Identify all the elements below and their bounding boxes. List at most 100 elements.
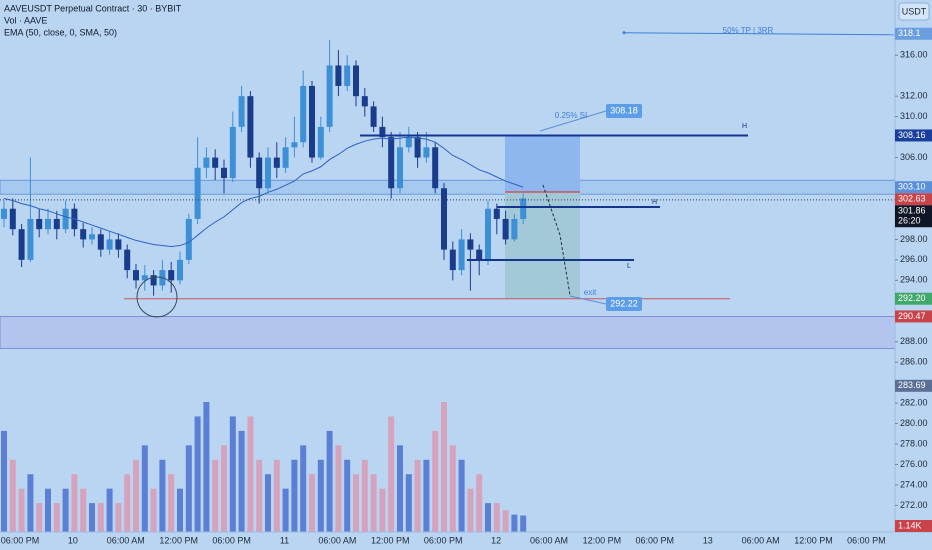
volume-label-bg [895, 520, 932, 532]
volume-bar [256, 459, 263, 532]
price-label-bg [895, 310, 932, 323]
x-tick-label: 13 [703, 535, 713, 545]
currency-button[interactable] [898, 2, 930, 21]
volume-bar [511, 514, 518, 532]
volume-bar [344, 459, 351, 532]
price-label-bg [895, 193, 932, 206]
candle-body [124, 249, 131, 271]
x-tick-label: 06:00 AM [742, 535, 780, 545]
candle-body [476, 249, 483, 260]
volume-bar [317, 459, 324, 532]
y-tick-label: 276.00 [900, 459, 928, 469]
candle-body [45, 218, 51, 230]
h-label: H [652, 199, 657, 206]
tp-anchor [622, 31, 626, 35]
volume-bar [291, 459, 298, 532]
volume-bar [361, 459, 368, 532]
volume-bar [441, 402, 447, 532]
volume-bar [370, 474, 377, 532]
volume-bar [353, 474, 359, 532]
volume-bar [71, 474, 78, 532]
candle-body [36, 218, 43, 230]
candle-body [397, 147, 403, 189]
volume-bar [89, 503, 95, 532]
volume-bar [177, 488, 183, 532]
candle-body [317, 126, 324, 158]
candle-body [141, 275, 148, 281]
price-label: 302.63 [898, 194, 926, 204]
candle-body [150, 275, 157, 286]
exit-pointer [569, 295, 607, 305]
volume-bar [115, 503, 122, 532]
volume-bar [80, 488, 87, 532]
price-label: 292.20 [898, 293, 926, 303]
volume-bar [62, 488, 69, 532]
tp-label: 50% TP | 3RR [723, 26, 774, 35]
volume-bar [397, 445, 403, 532]
l-label: L [627, 263, 631, 270]
candle-body [177, 259, 183, 281]
volume-bar [133, 459, 139, 532]
volume-bar [273, 459, 280, 532]
x-tick-label: 06:00 PM [1, 535, 40, 545]
chart-title: AAVEUSDT Perpetual Contract · 30 · BYBIT [4, 3, 182, 13]
volume-bar [1, 430, 7, 532]
volume-bar [247, 416, 254, 532]
candle-body [18, 229, 25, 260]
y-tick-label: 294.00 [900, 275, 928, 285]
candle-body [458, 239, 465, 271]
y-tick-label: 312.00 [900, 91, 928, 101]
candle-body [441, 188, 447, 250]
exit-price-label: 292.22 [610, 298, 638, 308]
y-tick-label: 288.00 [900, 336, 928, 346]
volume-bar [423, 459, 430, 532]
sl-label: 0.25% SI [555, 111, 587, 120]
candle-body [221, 167, 227, 179]
exit-label: exit [584, 288, 597, 297]
price-label-bg [895, 379, 932, 392]
y-tick-label: 310.00 [900, 111, 928, 121]
candle-body [335, 65, 342, 86]
x-tick-label: 06:00 PM [212, 535, 251, 545]
x-tick-label: 12:00 PM [794, 535, 833, 545]
volume-bar [520, 515, 527, 532]
resistance-zone [0, 179, 896, 195]
target-label: 308.18 [610, 105, 638, 115]
candle-body [361, 96, 368, 107]
target-area [505, 135, 580, 193]
indicator-legend: EMA (50, close, 0, SMA, 50) [4, 27, 117, 37]
volume-label: 1.14K [898, 520, 922, 530]
volume-bar [106, 488, 113, 532]
volume-bar [229, 416, 236, 532]
low-circle [136, 276, 178, 318]
volume-bar [388, 416, 395, 532]
y-tick-label: 278.00 [900, 438, 928, 448]
volume-bar [458, 459, 465, 532]
candle-body [467, 239, 474, 250]
candle-body [1, 208, 7, 219]
volume-bar [124, 474, 131, 532]
volume-bar [502, 510, 509, 532]
candle-body [309, 85, 315, 158]
drawings: 50% TP | 3RR 0.25% SI 308.18 292.22 exit H H L [0, 26, 896, 318]
candle-body [449, 249, 456, 271]
price-label-bg [895, 27, 932, 40]
volume-bar [335, 445, 342, 532]
candle-body [414, 137, 421, 158]
candle-body [247, 96, 254, 158]
price-label-bg [895, 205, 932, 228]
x-tick-label: 11 [280, 535, 289, 545]
volume-bar [414, 459, 421, 532]
volume-bar [185, 445, 192, 532]
volume-bar [449, 445, 456, 532]
volume-legend: Vol · AAVE [4, 15, 47, 25]
price-label: 308.16 [898, 130, 926, 140]
volume-bar [282, 488, 289, 532]
candle-body [212, 157, 219, 168]
candle-body [27, 218, 34, 260]
candle-body [511, 218, 518, 240]
price-label: 301.86 [898, 206, 926, 216]
target-box [606, 104, 642, 118]
currency-label[interactable]: USDT [902, 6, 927, 16]
x-tick-label: 06:00 AM [530, 535, 568, 545]
